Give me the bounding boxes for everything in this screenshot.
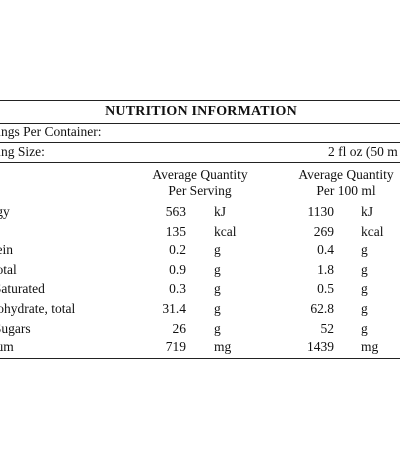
per-100ml-header-line1: Average Quantity <box>298 167 394 182</box>
per-100ml-header-line2: Per 100 ml <box>316 183 376 198</box>
per-100ml-value: 1.8 <box>317 262 334 277</box>
per-100ml-unit: g <box>361 321 368 336</box>
per-100ml-value: 0.4 <box>317 242 334 257</box>
serving-size-value: 2 fl oz (50 m <box>328 144 398 159</box>
nutrient-label: rbohydrate, total <box>0 301 76 316</box>
panel-title: NUTRITION INFORMATION <box>105 104 297 119</box>
per-100ml-unit: kcal <box>361 224 384 239</box>
per-100ml-value: 1439 <box>307 339 334 354</box>
per-100ml-value: 269 <box>313 224 334 239</box>
per-100ml-value: 1130 <box>307 204 335 219</box>
per-serving-value: 0.3 <box>169 281 186 296</box>
per-serving-value: 26 <box>172 321 187 336</box>
per-serving-unit: kcal <box>214 224 237 239</box>
serving-size-label: rving Size: <box>0 144 45 159</box>
nutrient-label: , total <box>0 262 17 277</box>
per-serving-unit: g <box>214 281 221 296</box>
per-serving-unit: g <box>214 301 221 316</box>
nutrient-label: ergy <box>0 204 10 219</box>
per-serving-unit: g <box>214 242 221 257</box>
nutrient-label: - Sugars <box>0 321 31 336</box>
per-serving-unit: kJ <box>214 204 227 219</box>
per-100ml-unit: g <box>361 281 368 296</box>
nutrient-label: otein <box>0 242 13 257</box>
per-serving-unit: g <box>214 321 221 336</box>
per-serving-value: 31.4 <box>162 301 186 316</box>
per-100ml-value: 62.8 <box>310 301 334 316</box>
per-serving-value: 135 <box>165 224 186 239</box>
per-serving-header-line1: Average Quantity <box>152 167 248 182</box>
per-100ml-unit: kJ <box>361 204 374 219</box>
per-100ml-value: 0.5 <box>317 281 334 296</box>
per-100ml-unit: mg <box>361 339 379 354</box>
servings-divider <box>0 142 400 143</box>
per-serving-value: 0.9 <box>169 262 186 277</box>
per-100ml-unit: g <box>361 242 368 257</box>
nutrient-label: dium <box>0 339 14 354</box>
title-divider <box>0 123 400 124</box>
per-serving-unit: g <box>214 262 221 277</box>
nutrient-label: - Saturated <box>0 281 45 296</box>
nutrition-panel: NUTRITION INFORMATION rvings Per Contain… <box>0 100 400 359</box>
per-serving-header-line2: Per Serving <box>168 183 232 198</box>
per-serving-value: 563 <box>165 204 186 219</box>
per-serving-value: 0.2 <box>169 242 186 257</box>
per-serving-unit: mg <box>214 339 232 354</box>
per-100ml-value: 52 <box>320 321 335 336</box>
per-100ml-unit: g <box>361 262 368 277</box>
per-100ml-unit: g <box>361 301 368 316</box>
serving-size-divider <box>0 162 400 163</box>
per-serving-value: 719 <box>165 339 186 354</box>
servings-per-container-label: rvings Per Container: <box>0 124 102 139</box>
